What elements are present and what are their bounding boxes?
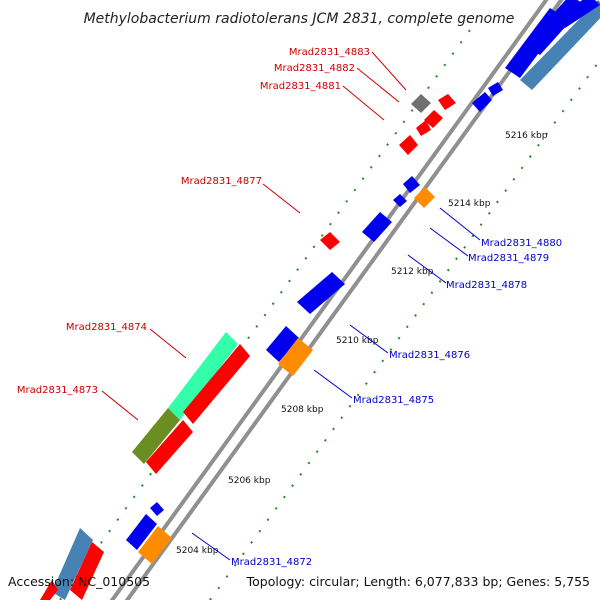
topology-text: Topology: circular; Length: 6,077,833 bp… — [246, 574, 590, 589]
gene-feature — [399, 135, 418, 155]
gene-feature — [393, 194, 407, 207]
gene-feature — [416, 120, 431, 136]
gene-feature — [40, 580, 58, 600]
tick-label: 5214 kbp — [448, 199, 491, 209]
gene-label-4881[interactable]: Mrad2831_4881 — [260, 81, 341, 92]
gene-feature — [168, 332, 238, 420]
gene-label-4874[interactable]: Mrad2831_4874 — [66, 322, 147, 333]
gene-label-4879[interactable]: Mrad2831_4879 — [468, 253, 549, 264]
tick-label: 5212 kbp — [391, 267, 434, 277]
gene-feature — [150, 502, 164, 516]
gene-feature — [424, 110, 443, 128]
gene-labels: Mrad2831_4883 Mrad2831_4882 Mrad2831_488… — [17, 47, 562, 568]
gene-label-4883[interactable]: Mrad2831_4883 — [289, 47, 370, 58]
tick-label: 5210 kbp — [336, 336, 379, 346]
gene-label-4877[interactable]: Mrad2831_4877 — [181, 176, 262, 187]
gene-feature — [70, 542, 104, 600]
tick-label: 5216 kbp — [505, 131, 548, 141]
gene-feature — [472, 92, 492, 112]
gene-feature — [297, 272, 345, 314]
gene-label-4872[interactable]: Mrad2831_4872 — [231, 557, 312, 568]
gene-feature — [438, 94, 456, 110]
gene-feature — [488, 82, 503, 96]
outer-tick-track — [59, 29, 471, 600]
accession-text: Accession: NC_010505 — [8, 574, 150, 589]
gene-features — [40, 0, 600, 600]
tick-label: 5208 kbp — [281, 405, 324, 415]
gene-feature — [414, 187, 435, 208]
gene-feature — [278, 338, 313, 376]
leader-lines — [101, 51, 481, 561]
gene-feature — [320, 232, 340, 250]
tick-label: 5206 kbp — [228, 476, 271, 486]
tick-label: 5204 kbp — [176, 546, 219, 556]
gene-label-4878[interactable]: Mrad2831_4878 — [446, 280, 527, 291]
tick-labels: 5204 kbp 5206 kbp 5208 kbp 5210 kbp 5212… — [176, 131, 548, 556]
gene-feature — [126, 514, 157, 550]
gene-feature — [520, 0, 600, 90]
gene-feature — [411, 94, 431, 113]
gene-feature — [146, 420, 193, 474]
gene-feature — [403, 176, 420, 193]
gene-label-4875[interactable]: Mrad2831_4875 — [353, 395, 434, 406]
gene-label-4882[interactable]: Mrad2831_4882 — [274, 63, 355, 74]
gene-label-4876[interactable]: Mrad2831_4876 — [389, 350, 470, 361]
gene-feature — [555, 0, 600, 28]
map-title: Methylobacterium radiotolerans JCM 2831,… — [84, 11, 515, 27]
gene-label-4880[interactable]: Mrad2831_4880 — [481, 238, 562, 249]
gene-feature — [138, 526, 172, 564]
gene-feature — [183, 344, 250, 424]
gene-label-4873[interactable]: Mrad2831_4873 — [17, 385, 98, 396]
gene-feature — [266, 326, 299, 362]
gene-feature — [362, 212, 392, 242]
gene-feature — [52, 528, 93, 600]
gene-feature — [132, 408, 180, 464]
